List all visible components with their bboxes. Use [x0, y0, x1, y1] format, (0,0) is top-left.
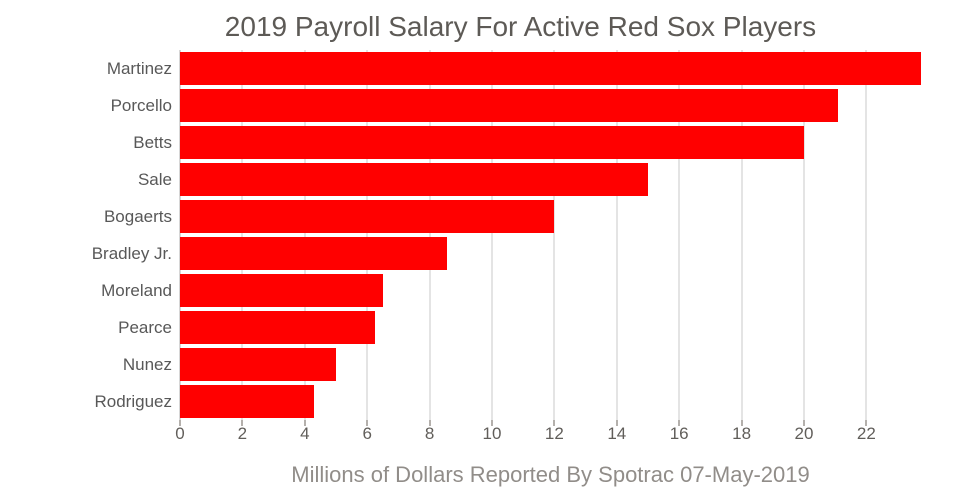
y-category-label: Nunez [122, 355, 172, 374]
bar [180, 125, 804, 160]
x-tick-label: 18 [732, 424, 752, 443]
zeroline [179, 50, 181, 420]
x-tick-label: 6 [362, 424, 372, 443]
bar [180, 310, 375, 345]
x-tick-label: 0 [175, 424, 185, 443]
gridline [740, 50, 743, 420]
gridline [615, 50, 618, 420]
x-axis-tick-mark [428, 420, 431, 426]
bar [180, 384, 315, 419]
x-tick-label: 2 [237, 424, 248, 443]
x-axis-tick-mark [366, 420, 369, 426]
y-category-label: Bradley Jr. [91, 244, 172, 263]
bar [180, 51, 921, 86]
y-category-label: Pearce [118, 318, 172, 337]
chart-title: 2019 Payroll Salary For Active Red Sox P… [224, 11, 817, 42]
y-category-label: Betts [133, 133, 172, 152]
x-axis-tick-mark [615, 420, 618, 426]
gridline [241, 50, 244, 420]
x-axis-tick-mark [241, 420, 244, 426]
bar [180, 236, 447, 271]
x-tick-label: 22 [856, 424, 876, 443]
x-axis-title: Millions of Dollars Reported By Spotrac … [291, 462, 810, 487]
y-category-label: Sale [137, 170, 172, 189]
bar [180, 347, 336, 382]
x-axis-tick-mark [491, 420, 493, 426]
gridline [303, 50, 306, 420]
x-tick-label: 8 [424, 424, 435, 443]
gridline [428, 50, 431, 420]
x-axis-tick-mark [179, 420, 181, 426]
gridline [865, 50, 868, 420]
bar [180, 88, 839, 123]
x-axis-tick-mark [803, 420, 805, 426]
x-axis-tick-mark [865, 420, 868, 426]
plot-area [179, 50, 921, 420]
x-axis-tick-mark [553, 420, 556, 426]
gridline [491, 50, 493, 420]
y-category-label: Bogaerts [103, 207, 172, 226]
gridline [803, 50, 805, 420]
gridline [553, 50, 556, 420]
x-tick-label: 12 [544, 424, 564, 443]
gridline [366, 50, 369, 420]
x-axis-tick-mark [740, 420, 743, 426]
x-tick-label: 10 [482, 424, 502, 443]
x-tick-label: 14 [607, 424, 627, 443]
bar [180, 162, 648, 197]
y-category-label: Moreland [101, 281, 172, 300]
y-category-label: Porcello [110, 96, 172, 115]
y-category-label: Rodriguez [94, 392, 173, 411]
x-axis-tick-mark [678, 420, 681, 426]
x-tick-label: 4 [300, 424, 310, 443]
bar [180, 199, 555, 234]
x-axis-tick-mark [303, 420, 306, 426]
x-tick-label: 16 [669, 424, 689, 443]
y-category-label: Martinez [106, 59, 172, 78]
gridline [678, 50, 681, 420]
bar [180, 273, 383, 308]
x-tick-label: 20 [794, 424, 814, 443]
